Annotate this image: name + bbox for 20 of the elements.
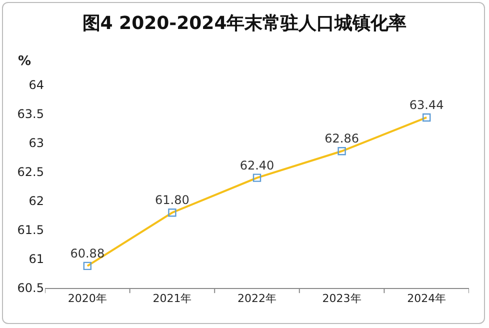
y-tick-label: 62.5	[17, 165, 44, 180]
x-tick-label: 2023年	[322, 292, 362, 306]
y-tick-label: 64	[28, 78, 44, 92]
x-tick-label: 2021年	[152, 292, 192, 306]
y-axis-title: %	[18, 54, 32, 69]
data-label: 63.44	[409, 98, 444, 112]
y-tick-label: 62	[28, 194, 44, 208]
y-tick-label: 60.5	[17, 281, 44, 296]
x-tick-label: 2020年	[68, 292, 107, 306]
data-label: 60.88	[70, 246, 105, 261]
y-tick-label: 61	[28, 252, 44, 266]
data-label: 61.80	[155, 193, 190, 208]
y-tick-label: 63	[28, 136, 44, 150]
data-label: 62.40	[240, 158, 274, 172]
chart-title: 图4 2020-2024年末常驻人口城镇化率	[82, 13, 407, 34]
x-tick-label: 2022年	[238, 292, 276, 306]
y-tick-label: 61.5	[17, 223, 44, 238]
y-tick-label: 63.5	[17, 107, 44, 122]
data-label: 62.86	[324, 132, 359, 146]
x-tick-label: 2024年	[407, 292, 446, 306]
